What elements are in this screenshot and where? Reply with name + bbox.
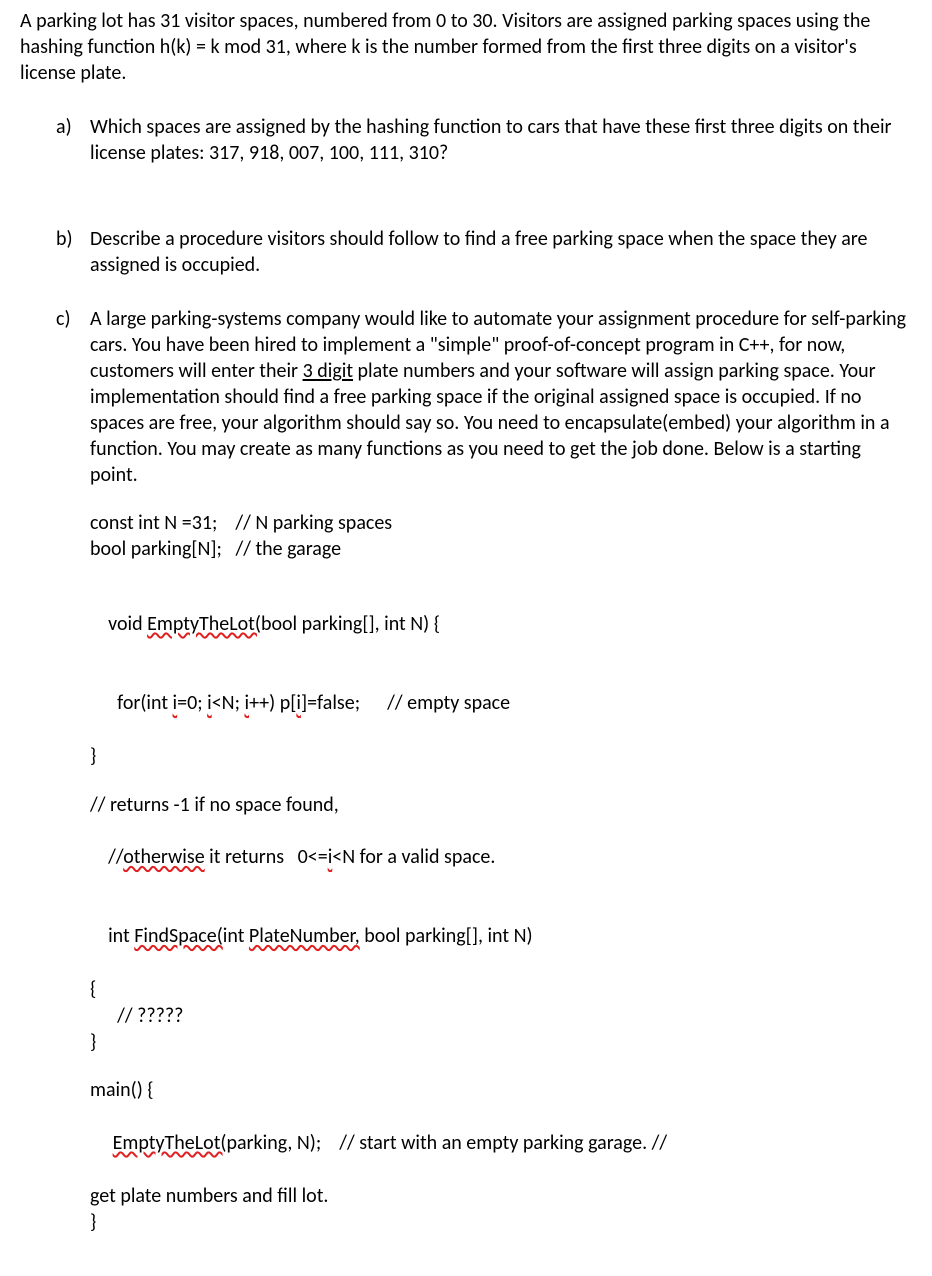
code-line: }	[90, 743, 912, 769]
question-b-label: b)	[56, 226, 90, 278]
problem-intro: A parking lot has 31 visitor spaces, num…	[20, 8, 912, 86]
code-line: for(int i=0; i<N; i++) p[i]=false; // em…	[90, 664, 912, 743]
code-block-4: main() { EmptyTheLot(parking, N); // sta…	[90, 1077, 912, 1235]
question-c-label: c)	[56, 306, 90, 488]
code-line: }	[90, 1029, 912, 1055]
question-a: a) Which spaces are assigned by the hash…	[56, 114, 912, 166]
code-line: }	[90, 1209, 912, 1235]
code-fragment: int	[108, 924, 134, 948]
code-fragment: ]=false; // empty space	[301, 691, 510, 715]
question-c: c) A large parking-systems company would…	[56, 306, 912, 488]
code-block-2: void EmptyTheLot(bool parking[], int N) …	[90, 585, 912, 770]
spellcheck-squiggle: EmptyTheLot(	[147, 612, 261, 636]
code-line: get plate numbers and fill lot.	[90, 1183, 912, 1209]
question-a-label: a)	[56, 114, 90, 166]
code-fragment: bool parking[], int N)	[360, 924, 533, 948]
code-fragment: int	[223, 924, 249, 948]
code-line: int FindSpace(int PlateNumber, bool park…	[90, 897, 912, 976]
question-c-underline: 3 digit	[303, 359, 353, 383]
code-line: // ?????	[90, 1003, 912, 1029]
code-fragment: =0;	[177, 691, 207, 715]
code-fragment: it returns 0<=	[205, 845, 328, 869]
code-fragment: parking, N); // start with an empty park…	[226, 1131, 667, 1155]
code-line: bool parking[N]; // the garage	[90, 536, 912, 562]
spellcheck-squiggle: EmptyTheLot(	[113, 1131, 227, 1155]
code-line: //otherwise it returns 0<=i<N for a vali…	[90, 818, 912, 897]
code-block-1: const int N =31; // N parking spaces boo…	[90, 510, 912, 563]
code-fragment: <N for a valid space.	[332, 845, 495, 869]
spellcheck-squiggle: PlateNumber,	[249, 924, 360, 948]
spellcheck-squiggle: FindSpace(	[134, 924, 223, 948]
code-line: {	[90, 976, 912, 1002]
code-line: // returns -1 if no space found,	[90, 792, 912, 818]
code-fragment: for(int	[108, 691, 172, 715]
question-a-text: Which spaces are assigned by the hashing…	[90, 114, 912, 166]
code-line: main() {	[90, 1077, 912, 1103]
code-line: const int N =31; // N parking spaces	[90, 510, 912, 536]
code-fragment: //	[108, 845, 123, 869]
code-block-3: // returns -1 if no space found, //other…	[90, 792, 912, 1056]
question-b-text: Describe a procedure visitors should fol…	[90, 226, 912, 278]
spellcheck-squiggle: otherwise	[123, 845, 204, 869]
code-line: void EmptyTheLot(bool parking[], int N) …	[90, 585, 912, 664]
code-fragment: bool parking[], int N) {	[261, 612, 440, 636]
code-fragment: ++) p[	[249, 691, 296, 715]
code-fragment: void	[108, 612, 147, 636]
code-fragment: <N;	[212, 691, 245, 715]
question-c-text: A large parking-systems company would li…	[90, 306, 912, 488]
code-line: EmptyTheLot(parking, N); // start with a…	[90, 1104, 912, 1183]
question-b: b) Describe a procedure visitors should …	[56, 226, 912, 278]
